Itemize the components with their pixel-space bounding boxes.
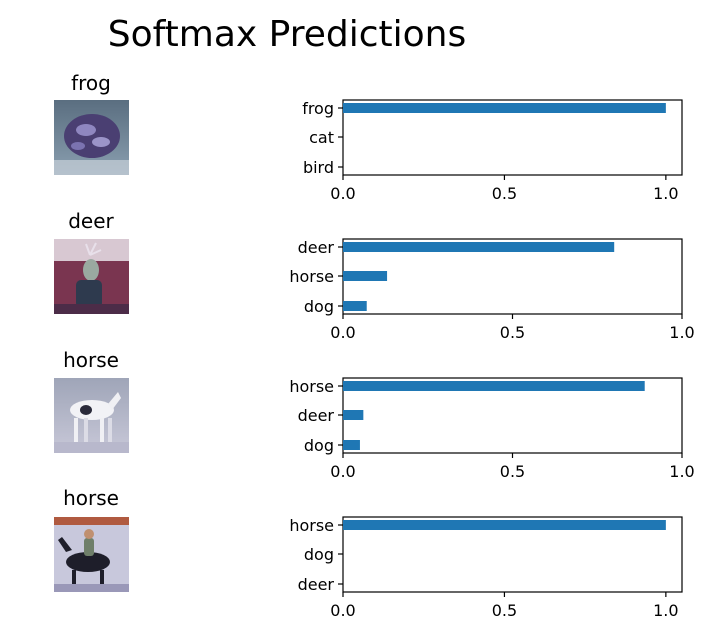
bar-4-1 [343,520,666,530]
yticks-1: frog cat bird [302,99,343,177]
yticks-2: deer horse dog [289,238,343,316]
row-3: horse horse deer dog 0.0 0.5 1.0 [54,348,695,481]
bar-3-1 [343,381,645,391]
bars-4 [343,520,666,530]
xticks-1: 0.0 0.5 1.0 [330,175,679,203]
xticks-2: 0.0 0.5 1.0 [330,314,695,342]
image-title-1: frog [71,71,111,95]
frog-thumbnail-icon [54,100,129,175]
bar-2-2 [343,271,388,281]
chart-title: Softmax Predictions [108,14,467,55]
ytick-label-4-3: deer [298,575,335,594]
xtick-label-3-3: 1.0 [669,462,694,481]
xtick-label-4-1: 0.0 [330,601,355,620]
xtick-label-4-2: 0.5 [492,601,517,620]
ytick-label-2-1: deer [298,238,335,257]
row-1: frog frog cat bird 0.0 0.5 1.0 [54,71,683,203]
ytick-label-1-1: frog [302,99,334,118]
bar-2-1 [343,242,615,252]
bar-2-3 [343,301,367,311]
xtick-label-3-2: 0.5 [500,462,525,481]
ytick-label-4-2: dog [304,545,334,564]
axes-4: horse dog deer 0.0 0.5 1.0 [289,516,683,620]
axes-3: horse deer dog 0.0 0.5 1.0 [289,377,694,481]
ytick-label-3-1: horse [289,377,334,396]
bar-3-3 [343,440,360,450]
xtick-label-1-1: 0.0 [330,184,355,203]
image-title-3: horse [63,348,119,372]
row-2: deer deer horse dog 0.0 0.5 1.0 [54,209,695,342]
bars-2 [343,242,615,311]
row-4: horse horse dog deer 0.0 0.5 1.0 [54,486,683,620]
ytick-label-1-2: cat [309,128,334,147]
axes-1: frog cat bird 0.0 0.5 1.0 [302,99,683,203]
ytick-label-3-2: deer [298,406,335,425]
bars-3 [343,381,645,450]
xtick-label-1-3: 1.0 [653,184,678,203]
yticks-3: horse deer dog [289,377,343,455]
deer-thumbnail-icon [54,239,129,314]
horse-rider-thumbnail-icon [54,517,129,592]
ytick-label-2-3: dog [304,297,334,316]
bars-1 [343,103,666,113]
bar-1-1 [343,103,666,113]
xtick-label-1-2: 0.5 [492,184,517,203]
ytick-label-4-1: horse [289,516,334,535]
image-title-2: deer [68,209,114,233]
ytick-label-2-2: horse [289,267,334,286]
ytick-label-1-3: bird [303,158,334,177]
image-title-4: horse [63,486,119,510]
xtick-label-4-3: 1.0 [653,601,678,620]
xtick-label-2-1: 0.0 [330,323,355,342]
ytick-label-3-3: dog [304,436,334,455]
horse-thumbnail-icon [54,378,129,453]
xtick-label-2-3: 1.0 [669,323,694,342]
bar-3-2 [343,410,364,420]
yticks-4: horse dog deer [289,516,343,594]
xticks-4: 0.0 0.5 1.0 [330,592,679,620]
xtick-label-2-2: 0.5 [500,323,525,342]
xticks-3: 0.0 0.5 1.0 [330,453,695,481]
xtick-label-3-1: 0.0 [330,462,355,481]
axes-2: deer horse dog 0.0 0.5 1.0 [289,238,694,342]
